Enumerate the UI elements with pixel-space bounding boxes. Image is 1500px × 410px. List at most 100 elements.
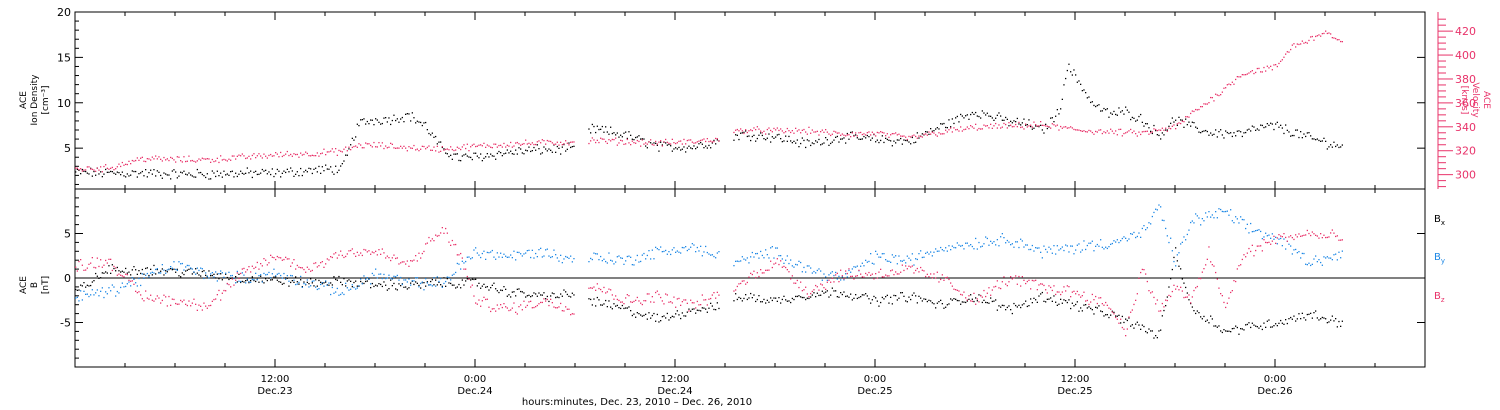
data-point <box>655 142 657 144</box>
data-point <box>506 149 508 151</box>
data-point <box>383 273 385 276</box>
data-point <box>1245 131 1247 134</box>
data-point <box>171 269 173 271</box>
data-point <box>748 297 750 299</box>
data-point <box>328 151 330 153</box>
data-point <box>698 143 700 145</box>
data-point <box>1023 303 1025 305</box>
data-point <box>713 139 715 142</box>
data-point <box>1106 247 1108 250</box>
data-point <box>841 133 843 135</box>
data-point <box>376 254 378 256</box>
data-point <box>293 281 295 283</box>
data-point <box>685 315 687 317</box>
data-point <box>463 144 465 146</box>
series-bz <box>75 227 1343 337</box>
data-point <box>863 133 865 135</box>
data-point <box>556 307 558 309</box>
data-point <box>885 259 887 261</box>
data-point <box>1320 261 1322 264</box>
data-point <box>698 250 700 252</box>
data-point <box>1118 128 1120 131</box>
data-point <box>960 126 962 128</box>
data-point <box>606 291 608 293</box>
data-point <box>868 260 870 263</box>
data-point <box>343 278 345 280</box>
data-point <box>1131 132 1133 134</box>
data-point <box>830 272 832 274</box>
data-point <box>1121 110 1123 112</box>
data-point <box>441 227 443 229</box>
data-point <box>608 288 610 290</box>
data-point <box>625 143 627 145</box>
data-point <box>466 256 468 258</box>
data-point <box>646 147 648 149</box>
data-point <box>91 257 93 259</box>
data-point <box>913 264 915 266</box>
data-point <box>1315 139 1317 141</box>
data-point <box>1131 309 1133 311</box>
data-point <box>938 250 940 252</box>
data-point <box>425 285 427 287</box>
x-tick-label-date: Dec.24 <box>657 386 692 397</box>
data-point <box>696 141 698 143</box>
data-point <box>178 275 180 277</box>
data-point <box>1233 132 1235 134</box>
data-point <box>451 158 453 160</box>
data-point <box>193 160 195 162</box>
data-point <box>788 262 790 265</box>
data-point <box>1166 299 1168 302</box>
data-point <box>796 130 798 132</box>
data-point <box>540 301 542 304</box>
data-point <box>980 295 982 297</box>
data-point <box>680 304 682 306</box>
data-point <box>1340 40 1342 43</box>
data-point <box>480 144 482 146</box>
data-point <box>900 260 902 262</box>
data-point <box>753 127 755 129</box>
data-point <box>740 128 742 130</box>
data-point <box>90 284 92 287</box>
data-point <box>286 275 288 277</box>
data-point <box>1316 35 1318 37</box>
data-point <box>265 278 267 280</box>
data-point <box>1291 44 1293 46</box>
data-point <box>1340 146 1342 148</box>
data-point <box>105 168 107 171</box>
data-point <box>870 253 872 255</box>
data-point <box>410 284 412 286</box>
data-point <box>766 137 768 139</box>
data-point <box>816 269 818 272</box>
data-point <box>1311 317 1313 319</box>
x-tick-label-time: 12:00 <box>661 374 690 385</box>
data-point <box>211 272 213 274</box>
data-point <box>833 139 835 141</box>
data-point <box>355 280 357 282</box>
data-point <box>253 267 255 270</box>
data-point <box>336 257 338 259</box>
data-point <box>1273 325 1275 327</box>
data-point <box>510 150 512 152</box>
data-point <box>336 171 338 174</box>
data-point <box>320 172 322 174</box>
data-point <box>741 130 743 132</box>
data-point <box>166 271 168 273</box>
data-point <box>1198 277 1200 280</box>
data-point <box>120 174 122 176</box>
data-point <box>126 283 128 285</box>
data-point <box>1060 293 1062 296</box>
data-point <box>786 127 788 130</box>
data-point <box>926 131 928 133</box>
data-point <box>270 254 272 256</box>
data-point <box>251 265 253 267</box>
data-point <box>1225 330 1227 332</box>
data-point <box>1023 246 1025 248</box>
data-point <box>888 275 890 277</box>
data-point <box>676 142 678 144</box>
data-point <box>291 155 293 157</box>
data-point <box>366 251 368 253</box>
data-point <box>1250 222 1252 225</box>
data-point <box>1160 329 1162 331</box>
data-point <box>406 150 408 152</box>
data-point <box>1093 299 1095 301</box>
